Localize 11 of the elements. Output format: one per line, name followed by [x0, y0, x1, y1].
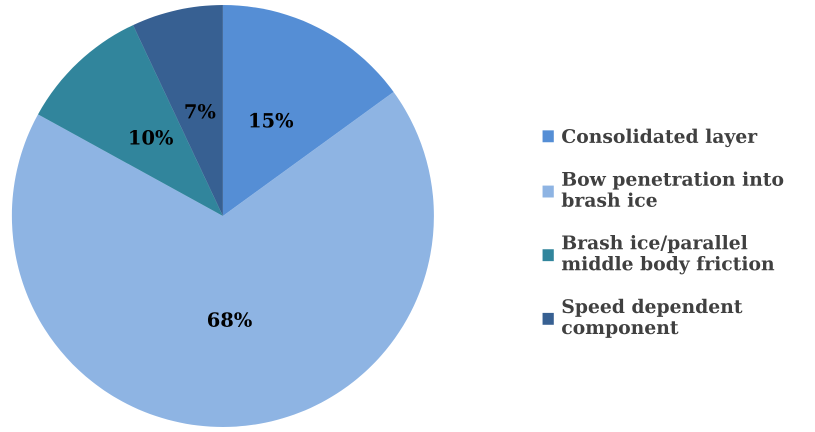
pie-slice — [38, 25, 223, 216]
legend-label: Speed dependent component — [562, 298, 742, 338]
data-label: 68% — [208, 312, 252, 327]
legend-label: Brash ice/parallel middle body friction — [562, 234, 774, 274]
legend-label: Bow penetration into brash ice — [562, 171, 784, 207]
legend-label: Consolidated layer — [562, 128, 758, 148]
data-label: 10% — [130, 130, 173, 145]
data-label: 15% — [250, 112, 294, 128]
data-label: 7% — [185, 104, 216, 119]
pie-slice — [222, 4, 394, 216]
pie-slice — [12, 92, 434, 427]
